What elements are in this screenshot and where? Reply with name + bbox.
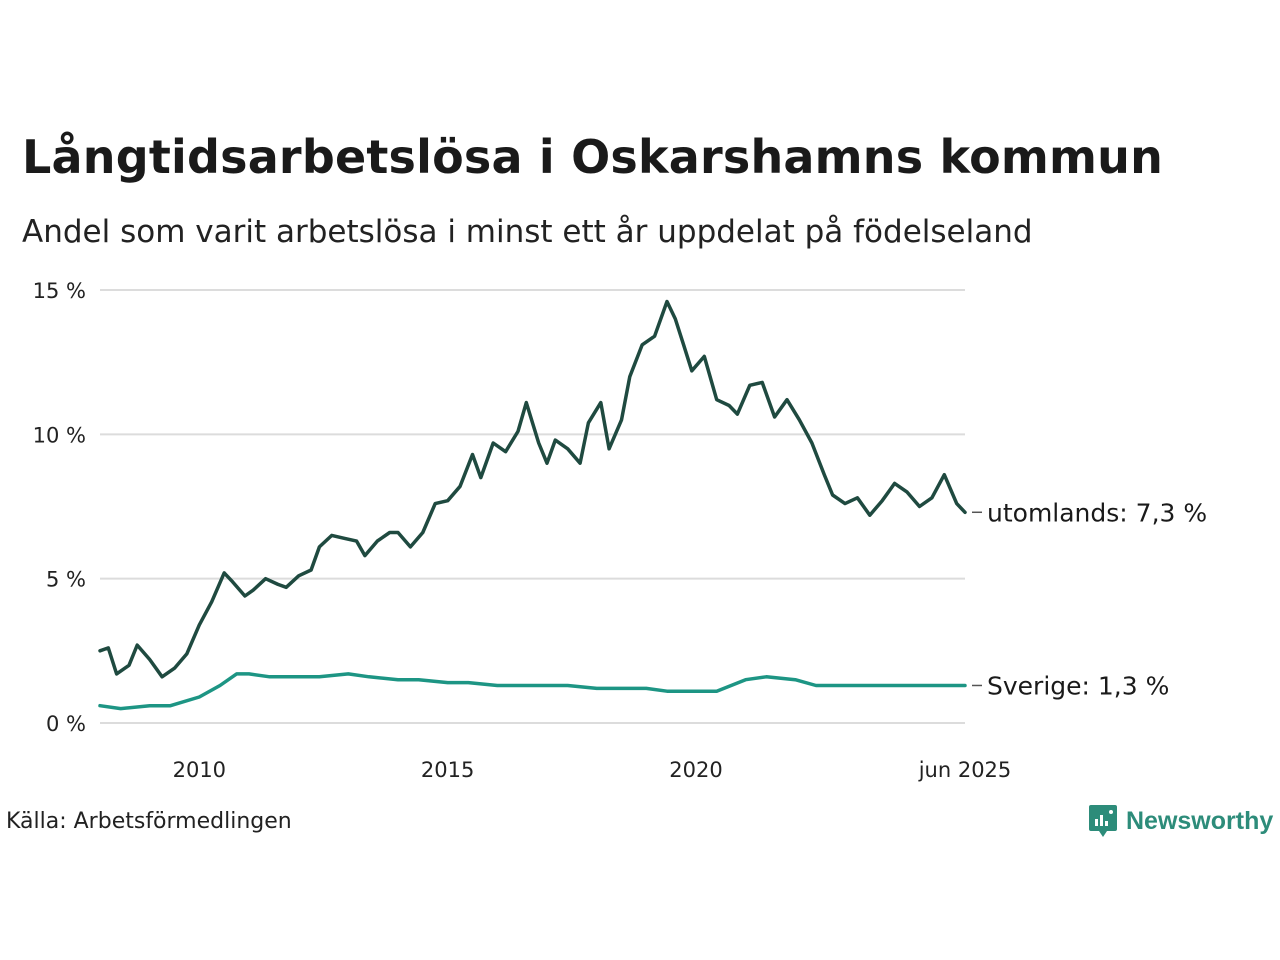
brand-name: Newsworthy (1126, 806, 1274, 835)
x-tick-label: jun 2025 (918, 758, 1012, 782)
newsworthy-logo-icon (1089, 805, 1117, 837)
y-tick-label: 5 % (46, 568, 86, 592)
chart-subtitle: Andel som varit arbetslösa i minst ett å… (22, 214, 1033, 250)
series-line-utomlands (98, 299, 967, 679)
x-tick-label: 2010 (173, 758, 226, 782)
y-tick-label: 15 % (33, 279, 86, 303)
series-line-sverige (98, 672, 967, 711)
y-tick-label: 10 % (33, 423, 86, 447)
y-tick-label: 0 % (46, 712, 86, 736)
x-tick-label: 2015 (421, 758, 474, 782)
x-tick-label: 2020 (669, 758, 722, 782)
chart-title: Långtidsarbetslösa i Oskarshamns kommun (22, 130, 1164, 184)
source-note: Källa: Arbetsförmedlingen (6, 809, 292, 834)
series-end-label: utomlands: 7,3 % (987, 498, 1207, 527)
series-end-label: Sverige: 1,3 % (987, 671, 1169, 700)
brand: Newsworthy (1088, 803, 1273, 839)
